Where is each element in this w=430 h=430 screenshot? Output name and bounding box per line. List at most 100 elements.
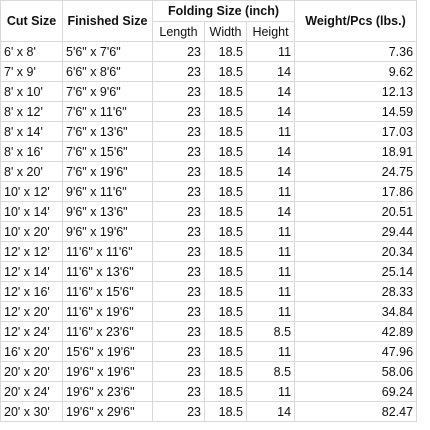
- table-cell: 12' x 16': [0, 281, 63, 302]
- table-cell: 23: [152, 301, 205, 322]
- table-row: 16' x 20' 15'6" x 19'6" 23 18.5 11 47.96: [0, 341, 418, 362]
- table-cell: 20' x 20': [0, 361, 63, 382]
- table-cell: 12.13: [294, 81, 418, 102]
- size-table: Cut Size Finished Size Folding Size (inc…: [0, 0, 418, 422]
- table-cell: 14: [245, 201, 296, 222]
- table-cell: 14: [245, 161, 296, 182]
- table-cell: 23: [152, 261, 205, 282]
- table-cell: 18.5: [204, 301, 247, 322]
- table-cell: 58.06: [294, 361, 418, 382]
- table-cell: 23: [152, 361, 205, 382]
- table-cell: 11: [245, 301, 296, 322]
- table-row: 10' x 14' 9'6" x 13'6" 23 18.5 14 20.51: [0, 201, 418, 222]
- table-cell: 19'6" x 29'6": [62, 401, 153, 422]
- table-cell: 23: [152, 141, 205, 162]
- table-cell: 18.5: [204, 81, 247, 102]
- table-cell: 7'6" x 19'6": [62, 161, 153, 182]
- table-cell: 23: [152, 341, 205, 362]
- table-cell: 29.44: [294, 221, 418, 242]
- table-cell: 20.34: [294, 241, 418, 262]
- table-cell: 11: [245, 381, 296, 402]
- table-cell: 20' x 24': [0, 381, 63, 402]
- table-cell: 10' x 12': [0, 181, 63, 202]
- table-cell: 12' x 20': [0, 301, 63, 322]
- table-cell: 14: [245, 401, 296, 422]
- table-cell: 18.5: [204, 401, 247, 422]
- table-row: 12' x 14' 11'6" x 13'6" 23 18.5 11 25.14: [0, 261, 418, 282]
- table-cell: 28.33: [294, 281, 418, 302]
- table-cell: 23: [152, 381, 205, 402]
- subheader-cell: Length: [152, 21, 205, 42]
- table-cell: 11: [245, 281, 296, 302]
- table-cell: 9'6" x 19'6": [62, 221, 153, 242]
- table-cell: 23: [152, 121, 205, 142]
- table-cell: 18.91: [294, 141, 418, 162]
- table-cell: 18.5: [204, 201, 247, 222]
- table-cell: 11: [245, 341, 296, 362]
- table-cell: 19'6" x 23'6": [62, 381, 153, 402]
- table-cell: 23: [152, 81, 205, 102]
- table-cell: 11: [245, 221, 296, 242]
- table-cell: 23: [152, 321, 205, 342]
- table-cell: 12' x 12': [0, 241, 63, 262]
- table-cell: 23: [152, 221, 205, 242]
- table-cell: 23: [152, 401, 205, 422]
- table-cell: 17.86: [294, 181, 418, 202]
- table-cell: 11: [245, 261, 296, 282]
- table-cell: 23: [152, 201, 205, 222]
- table-cell: 14: [245, 81, 296, 102]
- table-cell: 18.5: [204, 101, 247, 122]
- table-cell: 7'6" x 9'6": [62, 81, 153, 102]
- subheader-cell: Height: [245, 21, 296, 42]
- table-cell: 8' x 14': [0, 121, 63, 142]
- table-cell: 15'6" x 19'6": [62, 341, 153, 362]
- table-cell: 23: [152, 161, 205, 182]
- table-cell: 18.5: [204, 121, 247, 142]
- table-cell: 11'6" x 11'6": [62, 241, 153, 262]
- table-row: 20' x 24' 19'6" x 23'6" 23 18.5 11 69.24: [0, 381, 418, 402]
- table-cell: 7.36: [294, 41, 418, 62]
- table-row: 10' x 20' 9'6" x 19'6" 23 18.5 11 29.44: [0, 221, 418, 242]
- table-cell: 7'6" x 13'6": [62, 121, 153, 142]
- table-cell: 20.51: [294, 201, 418, 222]
- subheader-cell: Width: [204, 21, 247, 42]
- table-cell: 12' x 14': [0, 261, 63, 282]
- table-cell: 18.5: [204, 341, 247, 362]
- table-cell: 17.03: [294, 121, 418, 142]
- table-cell: 18.5: [204, 281, 247, 302]
- table-row: 12' x 16' 11'6" x 15'6" 23 18.5 11 28.33: [0, 281, 418, 302]
- table-cell: 8' x 10': [0, 81, 63, 102]
- table-cell: 10' x 20': [0, 221, 63, 242]
- table-cell: 14: [245, 61, 296, 82]
- table-cell: 14.59: [294, 101, 418, 122]
- table-cell: 18.5: [204, 221, 247, 242]
- table-cell: 11'6" x 19'6": [62, 301, 153, 322]
- table-cell: 23: [152, 281, 205, 302]
- table-cell: 8' x 12': [0, 101, 63, 122]
- table-cell: 23: [152, 101, 205, 122]
- table-cell: 18.5: [204, 41, 247, 62]
- table-row: 12' x 24' 11'6" x 23'6" 23 18.5 8.5 42.89: [0, 321, 418, 342]
- table-cell: 10' x 14': [0, 201, 63, 222]
- table-cell: 12' x 24': [0, 321, 63, 342]
- table-cell: 9'6" x 13'6": [62, 201, 153, 222]
- table-cell: 69.24: [294, 381, 418, 402]
- table-row: 8' x 10' 7'6" x 9'6" 23 18.5 14 12.13: [0, 81, 418, 102]
- table-cell: 7'6" x 15'6": [62, 141, 153, 162]
- table-cell: 8' x 20': [0, 161, 63, 182]
- table-cell: 23: [152, 41, 205, 62]
- table-row: 20' x 20' 19'6" x 19'6" 23 18.5 8.5 58.06: [0, 361, 418, 382]
- table-body: 6' x 8' 5'6" x 7'6" 23 18.5 11 7.36 7' x 9' 6'6…: [0, 41, 418, 422]
- table-cell: 5'6" x 7'6": [62, 41, 153, 62]
- table-cell: 18.5: [204, 181, 247, 202]
- table-cell: 11: [245, 121, 296, 142]
- table-cell: 11'6" x 13'6": [62, 261, 153, 282]
- table-cell: 18.5: [204, 321, 247, 342]
- table-cell: 18.5: [204, 141, 247, 162]
- header-cell: Cut Size: [0, 0, 63, 42]
- table-cell: 9.62: [294, 61, 418, 82]
- table-cell: 8.5: [245, 321, 296, 342]
- table-cell: 18.5: [204, 241, 247, 262]
- table-row: 12' x 20' 11'6" x 19'6" 23 18.5 11 34.84: [0, 301, 418, 322]
